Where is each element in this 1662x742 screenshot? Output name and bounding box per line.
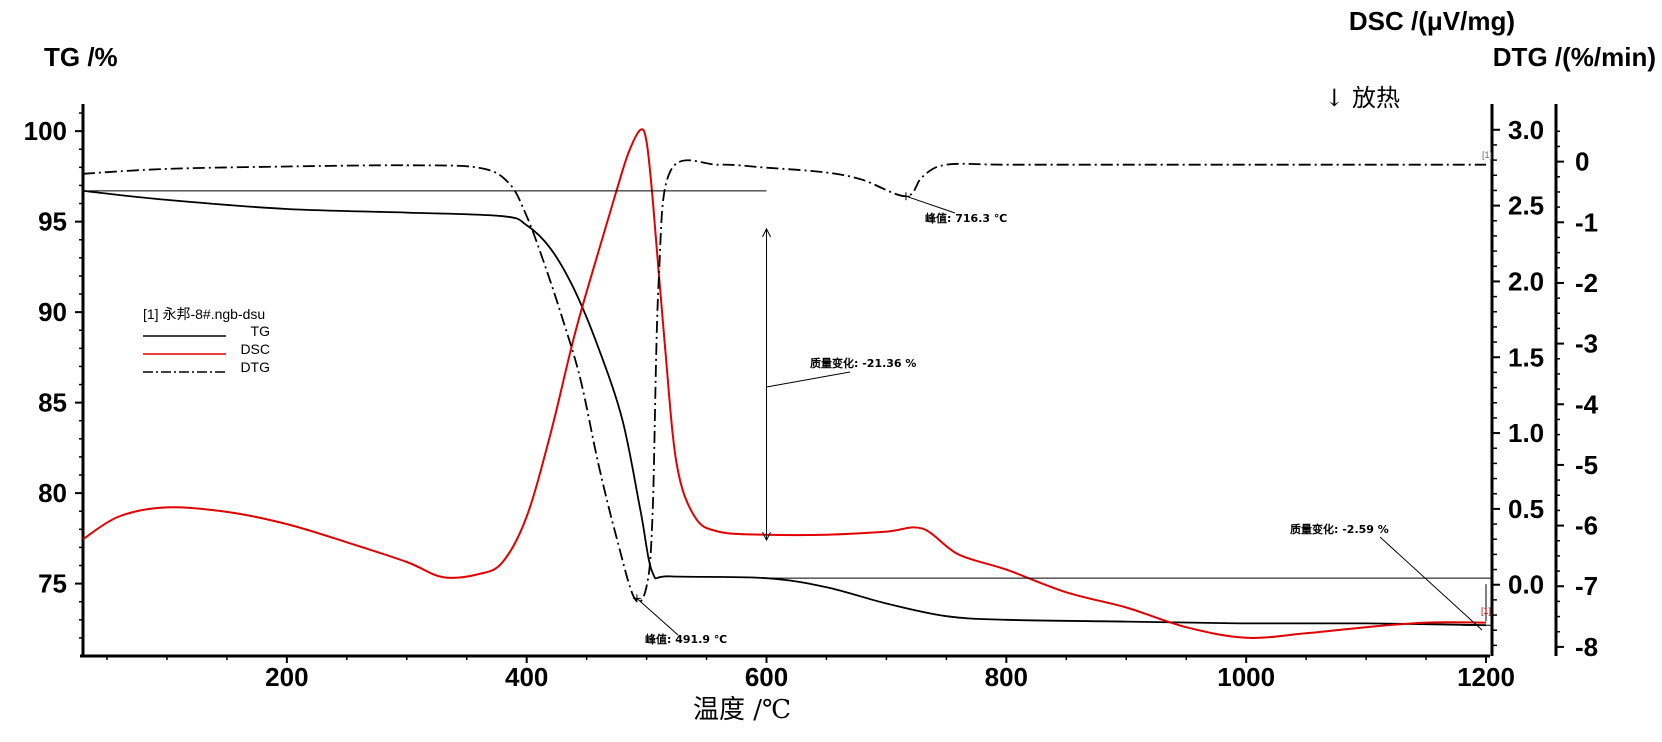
x-tick-label-800: 800 bbox=[985, 662, 1028, 692]
dsc-tick-label-3.0: 3.0 bbox=[1508, 115, 1544, 145]
curve-marker-dsc: [1] bbox=[1481, 606, 1491, 616]
dtg-tick-label--2: -2 bbox=[1575, 268, 1598, 298]
legend: [1] 永邦-8#.ngb-dsu TG DSC DTG bbox=[143, 306, 270, 375]
dtg-axis-title: DTG /(%/min) bbox=[1493, 42, 1656, 72]
tg-tick-label-90: 90 bbox=[38, 297, 67, 327]
curve-marker-dtg: [1] bbox=[1482, 150, 1492, 160]
mass-change-label-1: 质量变化: -21.36 % bbox=[810, 356, 916, 370]
dsc-tick-label-2.5: 2.5 bbox=[1508, 191, 1544, 221]
tg-tick-label-85: 85 bbox=[38, 388, 67, 418]
dtg-tick-label--4: -4 bbox=[1575, 389, 1599, 419]
x-tick-label-200: 200 bbox=[265, 662, 308, 692]
series-line-dtg bbox=[82, 159, 1486, 603]
dsc-axis-title: DSC /(μV/mg) bbox=[1349, 6, 1515, 36]
mass-change-leader-1 bbox=[766, 371, 851, 388]
dsc-tick-label-2.0: 2.0 bbox=[1508, 266, 1544, 296]
series-line-dsc bbox=[82, 128, 1487, 639]
dtg-peak-marker-716-leader bbox=[905, 195, 956, 214]
legend-entry-dsc: DSC bbox=[240, 341, 270, 357]
dtg-tick-label--5: -5 bbox=[1575, 450, 1598, 480]
dtg-tick-label--8: -8 bbox=[1575, 632, 1598, 662]
arrowhead-down-1 bbox=[762, 531, 771, 542]
tg-tick-label-100: 100 bbox=[24, 116, 67, 146]
dtg-peak-marker-492-leader bbox=[636, 598, 679, 636]
dtg-peak-label-716: 峰值: 716.3 ℃ bbox=[925, 211, 1007, 225]
x-tick-label-600: 600 bbox=[745, 662, 788, 692]
arrowhead-up-1 bbox=[762, 227, 771, 238]
dsc-tick-label-0.5: 0.5 bbox=[1508, 494, 1544, 524]
dtg-tick-label--1: -1 bbox=[1575, 207, 1598, 237]
dtg-tick-label--6: -6 bbox=[1575, 511, 1598, 541]
x-tick-label-1200: 1200 bbox=[1457, 662, 1515, 692]
plot-area bbox=[82, 128, 1492, 639]
dsc-tick-label-0.0: 0.0 bbox=[1508, 570, 1544, 600]
tg-axis-title: TG /% bbox=[44, 42, 118, 72]
series-line-tg bbox=[82, 190, 1487, 627]
exo-direction-label: ↓ 放热 bbox=[1324, 84, 1400, 112]
x-tick-label-1000: 1000 bbox=[1217, 662, 1275, 692]
axis-ticks: 200 400 600 800 1000 1200 75 80 85 90 95 100 0.0 0.5 1… bbox=[24, 112, 1599, 692]
dsc-tick-label-1.0: 1.0 bbox=[1508, 418, 1544, 448]
dtg-tick-label-0: 0 bbox=[1575, 147, 1589, 177]
dtg-tick-label--7: -7 bbox=[1575, 571, 1598, 601]
x-axis-title: 温度 /℃ bbox=[693, 695, 791, 725]
x-tick-label-400: 400 bbox=[505, 662, 548, 692]
dsc-tick-label-1.5: 1.5 bbox=[1508, 342, 1544, 372]
tg-tick-label-75: 75 bbox=[38, 569, 67, 599]
mass-change-leader-2 bbox=[1379, 536, 1483, 631]
mass-change-label-2: 质量变化: -2.59 % bbox=[1290, 522, 1389, 536]
tg-tick-label-80: 80 bbox=[38, 478, 67, 508]
legend-file-label: [1] 永邦-8#.ngb-dsu bbox=[143, 306, 265, 322]
dtg-peak-label-492: 峰值: 491.9 ℃ bbox=[645, 632, 727, 646]
dtg-tick-label--3: -3 bbox=[1575, 329, 1598, 359]
tg-tick-label-95: 95 bbox=[38, 207, 67, 237]
legend-entry-dtg: DTG bbox=[240, 359, 270, 375]
legend-entry-tg: TG bbox=[251, 323, 270, 339]
